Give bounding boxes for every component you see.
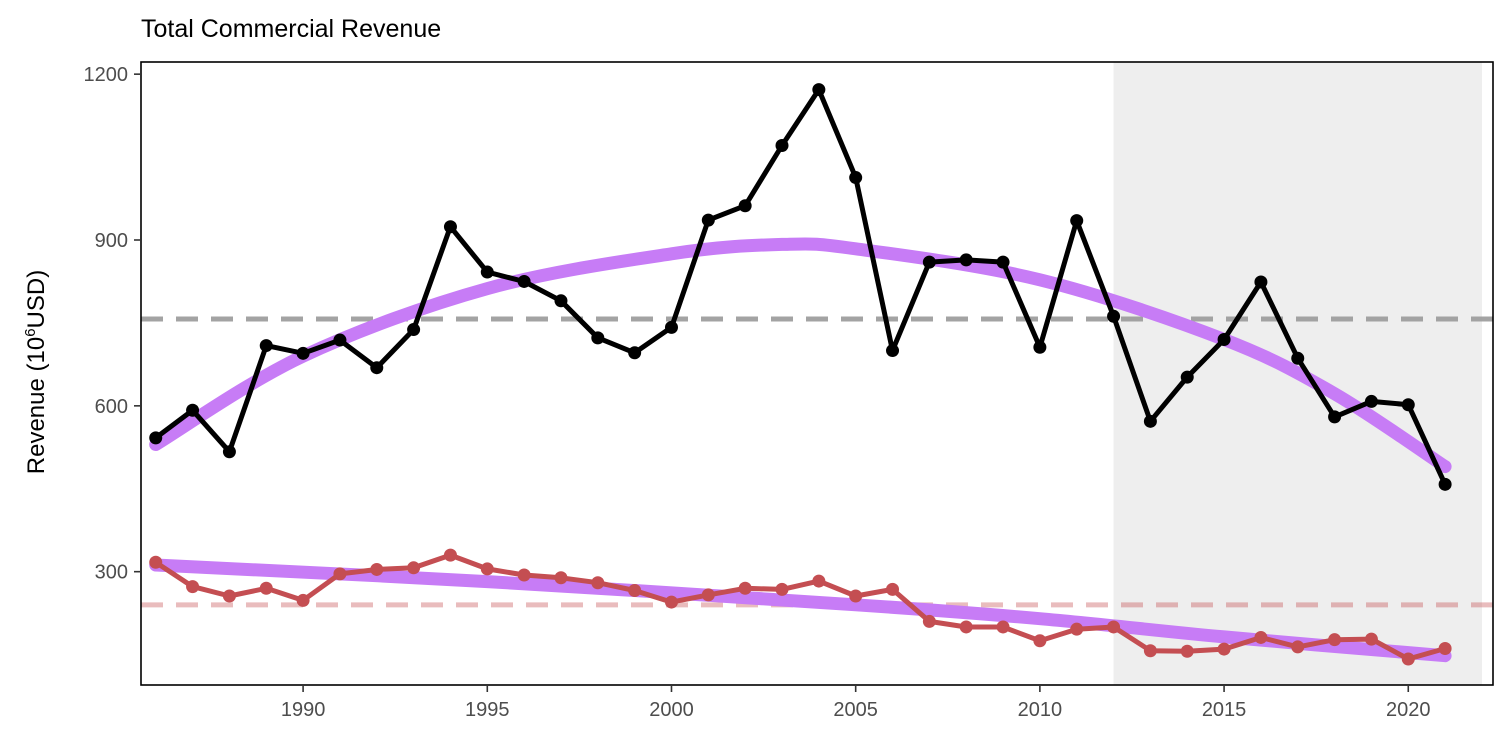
y-tick-label-1200: 1200 xyxy=(84,64,129,86)
series-2-point-2008 xyxy=(959,620,973,634)
series-1-point-2010 xyxy=(1033,340,1047,354)
series-1-point-2014 xyxy=(1180,370,1194,384)
series-2-point-2018 xyxy=(1328,633,1342,647)
series-2-point-2017 xyxy=(1291,640,1305,654)
series-1-point-1987 xyxy=(186,403,200,417)
x-tick-label-1995: 1995 xyxy=(465,699,510,721)
series-1-point-1990 xyxy=(296,346,310,360)
trend-line-1 xyxy=(149,237,1452,474)
y-axis-title-superscript: 6 xyxy=(22,328,39,336)
series-2-point-1991 xyxy=(333,567,347,581)
series-2-point-2011 xyxy=(1070,622,1084,636)
series-1-line xyxy=(154,87,1448,486)
series-2-point-2003 xyxy=(775,582,789,596)
x-tick-label-2000: 2000 xyxy=(649,699,694,721)
series-1-point-2000 xyxy=(664,320,678,334)
series-1-point-2013 xyxy=(1143,414,1157,428)
series-1-point-1996 xyxy=(517,274,531,288)
x-tick-label-2010: 2010 xyxy=(1018,699,1063,721)
series-1-point-1994 xyxy=(443,220,457,234)
series-2-point-1993 xyxy=(407,561,421,575)
chart-title: Total Commercial Revenue xyxy=(141,15,441,43)
series-1-point-2005 xyxy=(849,171,863,185)
trend-line-2 xyxy=(149,558,1452,663)
series-2-point-2002 xyxy=(738,581,752,595)
series-2-point-2000 xyxy=(664,595,678,609)
series-2-point-2007 xyxy=(922,614,936,628)
series-2-point-2021 xyxy=(1438,642,1452,656)
series-2-point-2019 xyxy=(1364,632,1378,646)
series-1-point-2019 xyxy=(1364,394,1378,408)
series-2-point-2001 xyxy=(701,588,715,602)
series-1-point-2007 xyxy=(922,255,936,269)
series-2-point-2006 xyxy=(886,582,900,596)
x-tick-label-1990: 1990 xyxy=(281,699,326,721)
series-1-point-2016 xyxy=(1254,275,1268,289)
series-1-point-2008 xyxy=(959,253,973,267)
series-2-point-1998 xyxy=(591,576,605,590)
series-2-point-1999 xyxy=(628,583,642,597)
series-1-point-2015 xyxy=(1217,333,1231,347)
series-1-point-1993 xyxy=(407,323,421,337)
series-1-point-2021 xyxy=(1438,477,1452,491)
series-2-point-2004 xyxy=(812,574,826,588)
series-1-point-1988 xyxy=(222,445,236,459)
series-2-point-2015 xyxy=(1217,642,1231,656)
series-1-point-2009 xyxy=(996,255,1010,269)
series-2-point-1997 xyxy=(554,571,568,585)
series-1-point-1995 xyxy=(480,265,494,279)
series-1-point-2020 xyxy=(1401,398,1415,412)
series-1-point-1991 xyxy=(333,333,347,347)
series-2-point-2016 xyxy=(1254,630,1268,644)
series-2-point-2012 xyxy=(1107,620,1121,634)
series-2-point-2010 xyxy=(1033,634,1047,648)
series-2-point-2014 xyxy=(1180,644,1194,658)
y-tick-label-600: 600 xyxy=(95,396,128,418)
series-2-point-1995 xyxy=(480,562,494,576)
x-tick-label-2005: 2005 xyxy=(833,699,878,721)
series-2-point-1988 xyxy=(222,589,236,603)
series-2-point-1992 xyxy=(370,562,384,576)
series-2-point-2020 xyxy=(1401,652,1415,666)
series-2-point-1986 xyxy=(149,555,163,569)
series-2-point-1987 xyxy=(186,580,200,594)
series-1-point-1989 xyxy=(259,339,273,353)
axes: 1990 1995 2000 2005 2010 2015 2020 300 600 900 120… xyxy=(84,64,1431,721)
series-1-point-2011 xyxy=(1070,214,1084,228)
series-1-point-2004 xyxy=(812,83,826,97)
series-2-point-2013 xyxy=(1143,644,1157,658)
y-tick-label-300: 300 xyxy=(95,562,128,584)
plot-area xyxy=(141,62,1493,685)
series-2-point-1996 xyxy=(517,568,531,582)
x-tick-label-2015: 2015 xyxy=(1202,699,1247,721)
series-1-point-2002 xyxy=(738,199,752,213)
series-2-point-2005 xyxy=(849,589,863,603)
series-2-point-1990 xyxy=(296,593,310,607)
series-1-point-2003 xyxy=(775,138,789,152)
plot-border xyxy=(140,61,1494,686)
x-tick-label-2020: 2020 xyxy=(1386,699,1431,721)
series-1-point-2012 xyxy=(1107,309,1121,323)
y-tick-label-900: 900 xyxy=(95,230,128,252)
y-axis-title-suffix: USD) xyxy=(23,270,50,329)
series-1-point-2006 xyxy=(886,344,900,358)
series-1-point-1999 xyxy=(628,346,642,360)
series-2-point-2009 xyxy=(996,620,1010,634)
series-1-point-1998 xyxy=(591,331,605,345)
series-1-point-2017 xyxy=(1291,351,1305,365)
series-2-point-1994 xyxy=(443,548,457,562)
series-1-point-1986 xyxy=(149,431,163,445)
series-1-point-1997 xyxy=(554,294,568,308)
y-axis-title-prefix: Revenue (10 xyxy=(23,337,50,474)
series-1-point-1992 xyxy=(370,361,384,375)
y-axis-title: Revenue (106USD) xyxy=(22,270,50,474)
series-1-point-2001 xyxy=(701,213,715,227)
series-2-point-1989 xyxy=(259,581,273,595)
series-1-point-2018 xyxy=(1328,410,1342,424)
